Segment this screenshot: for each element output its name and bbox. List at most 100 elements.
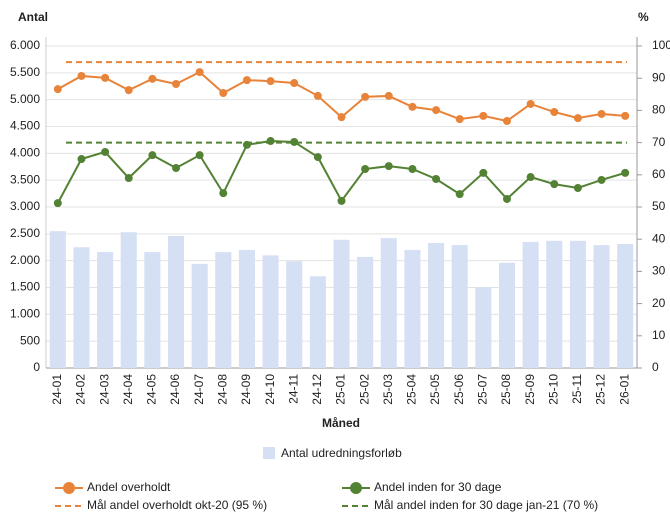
- x-tick-label: 26-01: [617, 374, 631, 405]
- point: [77, 155, 86, 164]
- bar: [617, 244, 634, 368]
- legend-label: Antal udredningsforløb: [281, 446, 402, 460]
- x-tick-label: 25-09: [523, 374, 537, 405]
- point: [526, 99, 535, 108]
- x-tick-label: 24-03: [97, 374, 111, 405]
- point: [124, 86, 133, 95]
- bar: [215, 252, 232, 368]
- bar: [120, 232, 137, 368]
- point: [195, 68, 204, 77]
- bar: [380, 238, 397, 368]
- bar: [593, 245, 610, 368]
- point: [384, 162, 393, 171]
- y2-tick-label: 0: [652, 360, 659, 374]
- point: [408, 165, 417, 174]
- point: [597, 175, 606, 184]
- x-tick-label: 25-11: [570, 374, 584, 404]
- point: [101, 73, 110, 82]
- x-tick-label: 24-04: [121, 374, 135, 405]
- y-tick-label: 1.000: [10, 307, 40, 321]
- y-tick-label: 0: [33, 360, 40, 374]
- bar: [522, 241, 539, 368]
- point: [266, 77, 275, 86]
- bar: [404, 249, 421, 368]
- bar: [498, 262, 516, 368]
- point: [337, 196, 346, 205]
- x-tick-label: 24-12: [310, 374, 324, 405]
- x-tick-label: 24-06: [168, 374, 182, 405]
- point: [502, 194, 511, 203]
- x-tick-label: 24-05: [145, 374, 159, 405]
- point: [148, 151, 157, 160]
- point: [361, 165, 370, 174]
- point: [313, 153, 322, 162]
- point: [621, 168, 630, 177]
- y-tick-label: 4.500: [10, 119, 40, 133]
- point: [573, 184, 582, 193]
- bar: [569, 240, 586, 368]
- bar: [238, 249, 255, 368]
- bar: [333, 239, 350, 368]
- x-tick-label: 24-07: [192, 374, 206, 405]
- y-axis-title: Antal: [18, 10, 48, 24]
- point: [479, 111, 488, 120]
- bar: [475, 286, 492, 368]
- legend-label: Mål andel inden for 30 dage jan-21 (70 %…: [374, 498, 598, 512]
- y2-tick-label: 90: [652, 70, 666, 84]
- legend-swatch: [263, 447, 275, 459]
- legend-label: Andel inden for 30 dage: [374, 480, 502, 494]
- x-tick-label: 25-04: [405, 374, 419, 405]
- x-tick-label: 25-07: [476, 374, 490, 405]
- point: [172, 164, 181, 173]
- y2-tick-label: 100: [652, 38, 670, 52]
- point: [77, 71, 86, 80]
- bar: [451, 245, 468, 368]
- bar: [49, 231, 66, 368]
- point: [432, 106, 441, 115]
- point: [597, 109, 606, 118]
- x-tick-label: 25-03: [381, 374, 395, 405]
- y-tick-label: 1.500: [10, 280, 40, 294]
- y-tick-label: 6.000: [10, 38, 40, 52]
- line: [56, 139, 626, 204]
- y-tick-label: 4.000: [10, 146, 40, 160]
- bar: [286, 261, 303, 368]
- x-axis-title: Måned: [322, 416, 360, 430]
- point: [53, 85, 62, 94]
- bar: [357, 256, 374, 368]
- y-tick-label: 500: [20, 333, 40, 347]
- y2-tick-label: 40: [652, 231, 666, 245]
- y2-tick-label: 10: [652, 328, 666, 342]
- point: [172, 79, 181, 88]
- point: [124, 174, 133, 183]
- legend-label: Mål andel overholdt okt-20 (95 %): [87, 498, 267, 512]
- y-tick-label: 2.000: [10, 253, 40, 267]
- point: [479, 168, 488, 177]
- x-tick-label: 24-09: [239, 374, 253, 405]
- point: [219, 189, 228, 198]
- bar: [97, 252, 114, 368]
- point: [290, 79, 299, 88]
- y2-axis-title: %: [638, 10, 649, 24]
- x-tick-label: 24-11: [286, 374, 300, 404]
- point: [148, 74, 157, 83]
- point: [313, 91, 322, 100]
- point: [195, 151, 204, 160]
- point: [502, 117, 511, 126]
- legend-marker: [350, 482, 362, 494]
- point: [242, 76, 251, 85]
- x-tick-label: 25-05: [428, 374, 442, 405]
- y-tick-label: 3.500: [10, 172, 40, 186]
- point: [53, 199, 62, 208]
- x-tick-label: 24-08: [215, 374, 229, 405]
- y2-tick-label: 70: [652, 135, 666, 149]
- point: [526, 173, 535, 182]
- legend-marker: [63, 482, 75, 494]
- point: [573, 114, 582, 123]
- bar: [144, 252, 161, 368]
- bar: [546, 240, 563, 368]
- point: [408, 102, 417, 111]
- point: [455, 190, 464, 199]
- bar: [428, 242, 445, 368]
- point: [219, 89, 228, 98]
